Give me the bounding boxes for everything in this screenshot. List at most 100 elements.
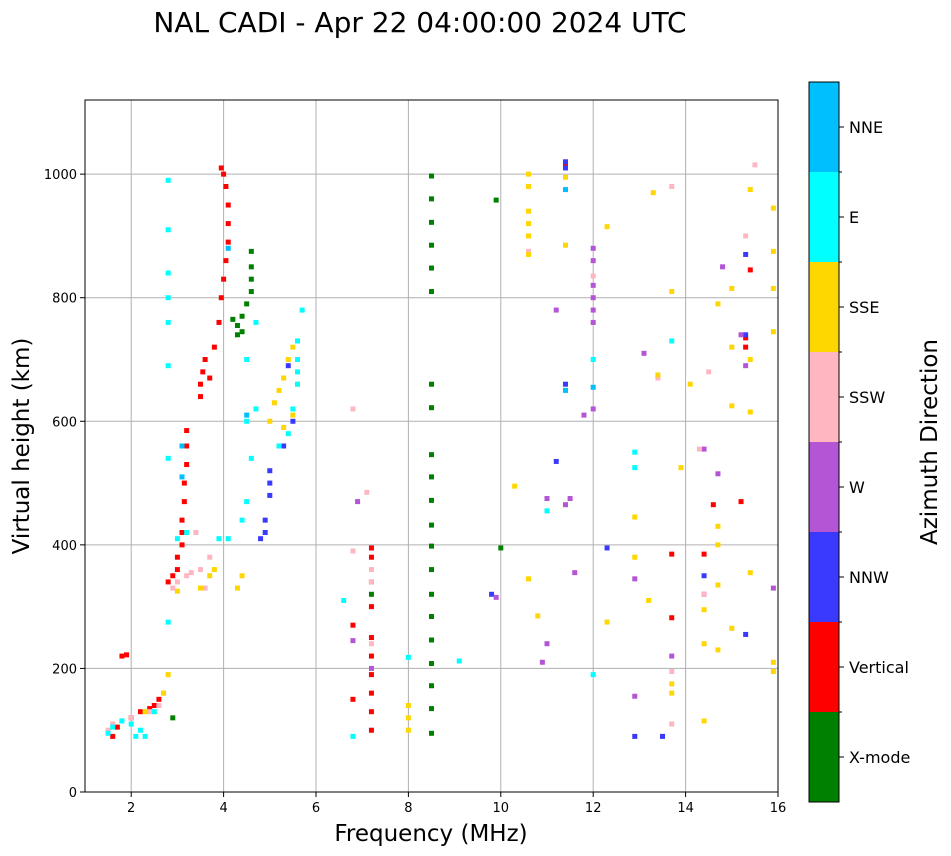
data-point xyxy=(350,548,356,554)
data-point xyxy=(184,573,190,579)
data-point xyxy=(218,295,224,301)
y-tick-label: 800 xyxy=(52,292,77,307)
data-point xyxy=(526,208,532,214)
data-point xyxy=(429,706,434,712)
data-point xyxy=(193,530,199,535)
data-point xyxy=(368,554,374,560)
data-point xyxy=(184,530,190,535)
data-point xyxy=(244,301,250,307)
data-point xyxy=(295,381,301,387)
data-point xyxy=(544,641,550,647)
data-point xyxy=(179,530,185,535)
data-point xyxy=(590,282,596,288)
data-point xyxy=(535,613,541,619)
data-point xyxy=(151,703,157,708)
x-tick-label: 8 xyxy=(404,801,412,816)
data-point xyxy=(562,165,568,171)
data-point xyxy=(165,295,171,301)
data-point xyxy=(743,631,749,637)
data-point xyxy=(262,530,268,535)
data-point xyxy=(581,412,587,418)
data-point xyxy=(234,323,240,329)
data-point xyxy=(405,727,411,733)
data-point xyxy=(678,465,684,471)
data-point xyxy=(244,412,250,418)
data-point xyxy=(743,251,749,257)
data-point xyxy=(429,497,434,503)
y-tick-label: 200 xyxy=(52,662,77,677)
data-point xyxy=(747,357,753,362)
colorbar-segment xyxy=(809,712,839,802)
data-point xyxy=(368,665,374,671)
data-point xyxy=(179,443,185,449)
data-point xyxy=(179,517,185,523)
data-point xyxy=(174,567,180,573)
data-point xyxy=(770,248,776,254)
data-point xyxy=(368,604,374,610)
data-point xyxy=(110,721,116,727)
data-point xyxy=(207,375,213,381)
data-point xyxy=(165,177,171,183)
data-point xyxy=(770,585,776,591)
data-point xyxy=(184,443,190,449)
data-point xyxy=(715,471,721,477)
colorbar-label: Vertical xyxy=(849,658,909,677)
colorbar-segment xyxy=(809,262,839,352)
data-point xyxy=(429,173,434,179)
data-point xyxy=(669,184,675,189)
data-point xyxy=(632,576,638,582)
data-point xyxy=(368,653,374,659)
data-point xyxy=(368,635,374,641)
data-point xyxy=(295,369,301,375)
data-point xyxy=(368,591,374,597)
data-point xyxy=(276,387,282,393)
data-point xyxy=(239,329,245,335)
y-axis: 0 200 400 600 800 1000 xyxy=(44,168,85,801)
data-point xyxy=(743,233,749,239)
data-point xyxy=(429,242,434,248)
data-point xyxy=(650,190,656,196)
data-point xyxy=(429,265,434,271)
data-point xyxy=(223,258,229,264)
data-point xyxy=(128,721,134,727)
data-point xyxy=(747,187,753,193)
data-point xyxy=(660,733,665,739)
data-point xyxy=(526,251,532,257)
data-point xyxy=(244,357,250,362)
colorbar-segment xyxy=(809,622,839,712)
colorbar-segment xyxy=(809,442,839,532)
data-point xyxy=(207,573,213,579)
data-point xyxy=(604,619,610,625)
data-point xyxy=(137,709,143,715)
data-point xyxy=(151,709,157,715)
data-point xyxy=(715,523,721,529)
data-point xyxy=(110,724,116,730)
data-point xyxy=(165,672,171,678)
x-tick-label: 10 xyxy=(493,801,510,816)
data-point xyxy=(253,319,259,325)
x-tick-label: 4 xyxy=(219,801,227,816)
data-point xyxy=(198,394,203,400)
data-point xyxy=(239,313,245,319)
data-point xyxy=(562,242,568,248)
data-point xyxy=(368,545,374,551)
data-point xyxy=(165,363,171,369)
colorbar: X-mode Vertical NNW W SSW SSE E NNE xyxy=(809,82,910,802)
data-point xyxy=(248,276,254,282)
data-point xyxy=(590,406,596,412)
data-point xyxy=(747,267,753,273)
data-point xyxy=(234,332,240,338)
y-tick-label: 600 xyxy=(52,415,77,430)
data-point xyxy=(747,409,753,415)
data-point xyxy=(562,381,568,387)
data-point xyxy=(770,285,776,291)
data-point xyxy=(248,248,254,254)
data-point xyxy=(142,733,148,739)
data-point xyxy=(701,641,707,647)
data-point xyxy=(632,733,638,739)
data-point xyxy=(248,264,254,270)
data-point xyxy=(715,647,721,653)
data-point xyxy=(299,307,305,313)
data-point xyxy=(590,245,596,251)
data-point xyxy=(590,384,596,390)
